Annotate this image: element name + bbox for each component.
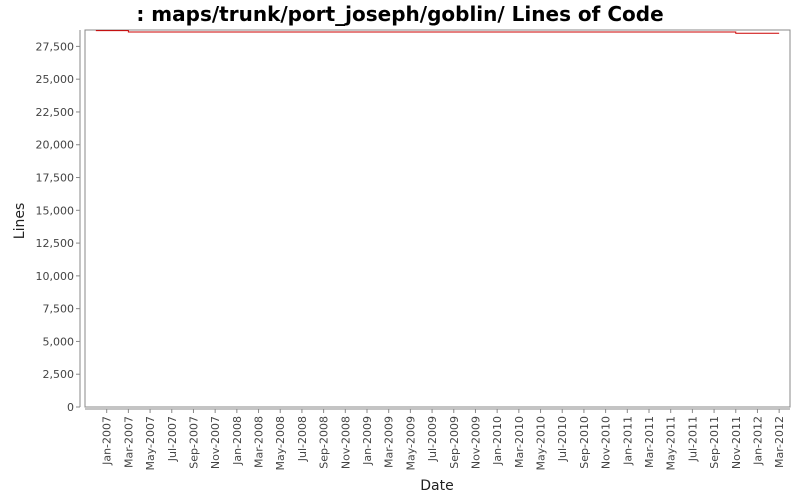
x-tick-label: Sep-2007 (187, 416, 200, 469)
x-axis-label: Date (420, 478, 453, 494)
x-tick-label: Jul-2011 (686, 416, 699, 462)
y-tick-label: 15,000 (36, 204, 75, 217)
x-tick-label: Jul-2007 (166, 416, 179, 462)
x-tick-label: Mar-2008 (253, 416, 266, 468)
x-tick-label: Jul-2008 (296, 416, 309, 462)
x-tick-label: Mar-2011 (643, 416, 656, 468)
x-tick-label: Nov-2008 (339, 416, 352, 469)
x-tick-label: May-2008 (274, 416, 287, 471)
x-tick-label: May-2010 (535, 416, 548, 471)
y-tick-label: 0 (67, 401, 74, 414)
y-tick-label: 20,000 (36, 139, 75, 152)
x-tick-label: Jul-2010 (556, 416, 569, 462)
x-tick-label: May-2011 (665, 416, 678, 471)
y-tick-label: 17,500 (36, 172, 75, 185)
x-tick-label: Jan-2007 (101, 416, 114, 466)
y-tick-label: 7,500 (43, 303, 75, 316)
y-tick-label: 25,000 (36, 73, 75, 86)
x-tick-label: May-2007 (144, 416, 157, 471)
x-tick-label: Mar-2010 (513, 416, 526, 468)
y-tick-label: 10,000 (36, 270, 75, 283)
y-axis-label: Lines (12, 203, 28, 239)
y-tick-label: 2,500 (43, 368, 75, 381)
y-tick-label: 27,500 (36, 40, 75, 53)
x-tick-label: Nov-2011 (730, 416, 743, 469)
x-tick-label: Mar-2007 (122, 416, 135, 468)
x-tick-label: Jan-2010 (491, 416, 504, 466)
x-tick-label: Nov-2007 (209, 416, 222, 469)
x-tick-label: May-2009 (404, 416, 417, 471)
x-tick-label: Sep-2008 (318, 416, 331, 469)
x-tick-label: Jul-2009 (426, 416, 439, 462)
x-tick-label: Jan-2011 (621, 416, 634, 466)
y-tick-label: 5,000 (43, 335, 75, 348)
x-tick-label: Jan-2008 (231, 416, 244, 466)
series-line (95, 30, 780, 34)
x-tick-label: Nov-2010 (600, 416, 613, 469)
x-tick-label: Jan-2009 (361, 416, 374, 466)
x-tick-label: Nov-2009 (469, 416, 482, 469)
chart-title: : maps/trunk/port_joseph/goblin/ Lines o… (136, 2, 664, 26)
x-tick-label: Jan-2012 (751, 416, 764, 466)
plot-area (84, 29, 791, 408)
x-tick-label: Mar-2009 (383, 416, 396, 468)
y-tick-label: 22,500 (36, 106, 75, 119)
x-tick-label: Sep-2011 (708, 416, 721, 469)
x-tick-label: Sep-2009 (448, 416, 461, 469)
x-tick-label: Mar-2012 (773, 416, 786, 468)
y-tick-label: 12,500 (36, 237, 75, 250)
x-tick-label: Sep-2010 (578, 416, 591, 469)
